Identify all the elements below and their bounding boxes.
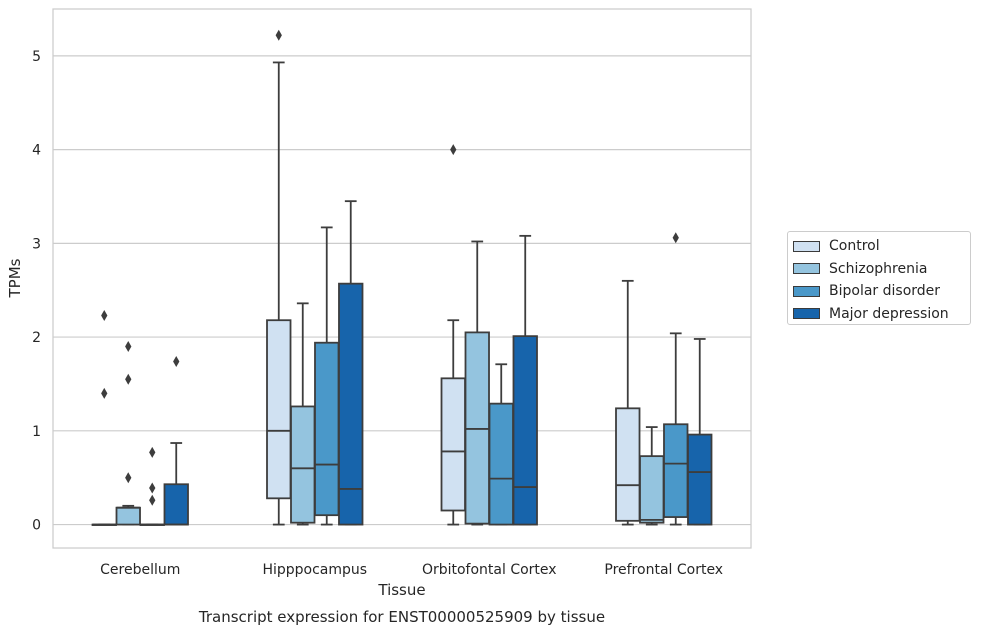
legend-item: Major depression — [793, 303, 970, 326]
box — [639, 455, 665, 524]
box-group — [639, 426, 665, 526]
outlier-point — [125, 340, 132, 352]
outlier-point — [173, 355, 180, 367]
box — [615, 407, 641, 522]
box-group — [139, 446, 165, 526]
legend-swatch — [793, 308, 820, 320]
box-group — [266, 29, 292, 526]
box — [687, 433, 713, 526]
outlier-point — [450, 144, 457, 156]
outlier-point — [101, 387, 108, 399]
box — [440, 377, 466, 512]
box — [663, 423, 689, 518]
legend-label: Major depression — [829, 305, 949, 322]
x-axis-label: Tissue — [377, 581, 425, 599]
box-group — [440, 144, 466, 526]
box-group — [663, 232, 689, 526]
legend-label: Bipolar disorder — [829, 283, 941, 300]
grid-lines — [53, 55, 751, 526]
box-group — [91, 310, 117, 526]
box — [512, 335, 538, 526]
y-tick-label: 4 — [32, 143, 41, 159]
box-group — [488, 363, 514, 526]
box — [464, 331, 490, 525]
y-tick-label: 2 — [32, 330, 41, 346]
y-tick-label: 0 — [32, 518, 41, 534]
box — [314, 341, 340, 517]
x-tick-label: Hipppocampus — [262, 562, 367, 578]
box-group — [290, 302, 316, 526]
chart-caption: Transcript expression for ENST0000052590… — [198, 608, 605, 626]
y-tick-label: 3 — [32, 236, 41, 252]
box — [115, 506, 141, 526]
outlier-point — [101, 310, 108, 322]
box-layer — [91, 29, 713, 526]
x-tick-label: Cerebellum — [100, 562, 180, 578]
legend-label: Schizophrenia — [829, 260, 928, 277]
box-group — [314, 226, 340, 526]
y-tick-label: 5 — [32, 49, 41, 65]
plot-frame — [52, 8, 752, 549]
legend-label: Control — [829, 238, 880, 255]
legend-swatch — [793, 240, 820, 252]
outlier-point — [275, 29, 282, 41]
y-axis-label: TPMs — [6, 258, 24, 298]
legend-item: Control — [793, 235, 970, 258]
x-tick-label: Prefrontal Cortex — [604, 562, 723, 578]
legend: Control Schizophrenia Bipolar disorder Majo… — [787, 231, 971, 325]
y-tick-label: 1 — [32, 424, 41, 440]
outlier-point — [149, 494, 156, 506]
box-group — [464, 240, 490, 526]
box-group — [115, 340, 141, 526]
x-tick-label: Orbitofontal Cortex — [422, 562, 557, 578]
y-tick-labels: 0 1 2 3 4 5 — [32, 49, 41, 534]
box — [488, 402, 514, 526]
box — [290, 405, 316, 524]
box — [338, 282, 364, 526]
box — [163, 483, 189, 526]
box — [266, 319, 292, 500]
outlier-point — [125, 472, 132, 484]
box-group — [615, 279, 641, 526]
x-tick-labels: Cerebellum Hipppocampus Orbitofontal Corte… — [100, 562, 723, 578]
legend-swatch — [793, 285, 820, 297]
outlier-point — [149, 482, 156, 494]
box-group — [687, 338, 713, 526]
box-group — [512, 234, 538, 526]
box-group — [163, 355, 189, 526]
legend-item: Bipolar disorder — [793, 280, 970, 303]
outlier-point — [149, 446, 156, 458]
legend-item: Schizophrenia — [793, 258, 970, 281]
outlier-point — [672, 232, 679, 244]
box-group — [338, 200, 364, 526]
legend-swatch — [793, 263, 820, 275]
outlier-point — [125, 373, 132, 385]
